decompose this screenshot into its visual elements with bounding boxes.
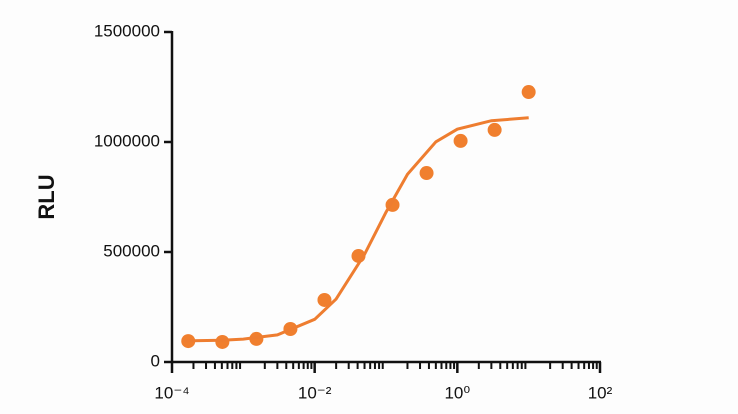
data-point bbox=[215, 334, 230, 349]
data-point bbox=[317, 292, 332, 307]
y-tick-label: 500000 bbox=[103, 241, 160, 260]
x-tick-label: 10⁰ bbox=[444, 383, 470, 402]
y-tick-label: 0 bbox=[151, 351, 160, 370]
data-point bbox=[453, 133, 468, 148]
y-axis-label: RLU bbox=[34, 174, 59, 219]
y-tick-label: 1000000 bbox=[94, 131, 160, 150]
data-point bbox=[419, 166, 434, 181]
x-tick-label: 10⁻² bbox=[298, 383, 332, 402]
data-point bbox=[487, 122, 502, 137]
x-tick-label: 10⁻⁴ bbox=[154, 383, 189, 402]
fit-curve bbox=[184, 116, 529, 343]
data-point bbox=[521, 85, 536, 100]
y-tick-label: 1500000 bbox=[94, 21, 160, 40]
x-tick-label: 10² bbox=[588, 383, 613, 402]
